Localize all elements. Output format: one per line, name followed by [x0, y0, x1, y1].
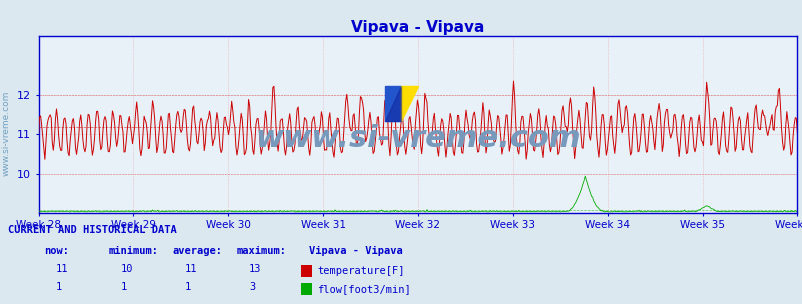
- Text: temperature[F]: temperature[F]: [317, 266, 404, 276]
- Text: 11: 11: [56, 264, 69, 274]
- Text: average:: average:: [172, 246, 222, 256]
- Text: Vipava - Vipava: Vipava - Vipava: [309, 246, 403, 256]
- Text: 1: 1: [56, 282, 63, 292]
- Text: www.si-vreme.com: www.si-vreme.com: [255, 124, 580, 153]
- Text: flow[foot3/min]: flow[foot3/min]: [317, 284, 411, 294]
- Text: minimum:: minimum:: [108, 246, 158, 256]
- Text: 13: 13: [249, 264, 261, 274]
- Text: 10: 10: [120, 264, 133, 274]
- Text: now:: now:: [44, 246, 69, 256]
- Text: www.si-vreme.com: www.si-vreme.com: [2, 91, 11, 176]
- Text: 1: 1: [120, 282, 127, 292]
- Bar: [384, 86, 401, 121]
- Text: 11: 11: [184, 264, 197, 274]
- Text: CURRENT AND HISTORICAL DATA: CURRENT AND HISTORICAL DATA: [8, 225, 176, 235]
- Title: Vipava - Vipava: Vipava - Vipava: [350, 20, 484, 35]
- Text: 1: 1: [184, 282, 191, 292]
- Text: 3: 3: [249, 282, 255, 292]
- Text: maximum:: maximum:: [237, 246, 286, 256]
- Polygon shape: [401, 86, 418, 121]
- Polygon shape: [384, 86, 401, 121]
